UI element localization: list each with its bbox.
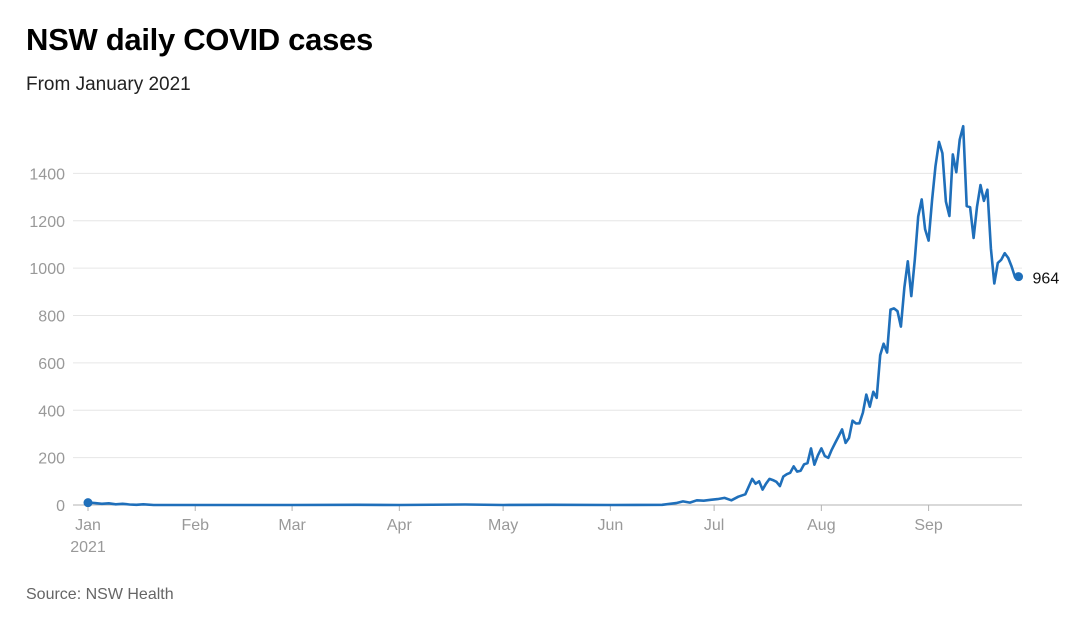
series-line: [86, 124, 1020, 507]
y-tick-label: 200: [38, 451, 65, 468]
x-tick-label: Sep: [914, 517, 943, 534]
x-tick-label: Apr: [387, 517, 413, 534]
y-tick-label: 800: [38, 309, 65, 326]
x-tick-label: Feb: [181, 517, 209, 534]
y-tick-label: 400: [38, 403, 65, 420]
x-tick-label: May: [488, 517, 518, 534]
y-tick-label: 600: [38, 356, 65, 373]
x-tick-label: Jun: [597, 517, 623, 534]
y-tick-label: 0: [56, 498, 65, 515]
start-point-marker: [83, 498, 93, 508]
x-tick-label: Aug: [807, 517, 835, 534]
y-tick-label: 1400: [29, 166, 65, 183]
x-tick-sublabel: 2021: [70, 539, 106, 556]
chart-title: NSW daily COVID cases: [26, 22, 373, 57]
end-point-marker: [1014, 272, 1024, 282]
source-note: Source: NSW Health: [26, 586, 174, 603]
x-tick-label: Jul: [704, 517, 724, 534]
end-value-label: 964: [1033, 271, 1060, 288]
chart-subtitle: From January 2021: [26, 74, 191, 95]
y-tick-label: 1000: [29, 261, 65, 278]
x-tick-label: Jan: [75, 517, 101, 534]
y-tick-label: 1200: [29, 214, 65, 231]
x-tick-label: Mar: [278, 517, 306, 534]
